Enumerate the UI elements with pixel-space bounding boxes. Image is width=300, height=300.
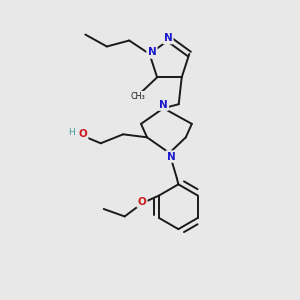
Text: N: N (167, 152, 175, 162)
Text: O: O (138, 196, 146, 206)
Text: N: N (164, 33, 172, 43)
Text: N: N (159, 100, 168, 110)
Text: N: N (148, 47, 156, 58)
Text: O: O (78, 129, 87, 139)
Text: H: H (68, 128, 75, 137)
Text: CH₃: CH₃ (130, 92, 145, 101)
